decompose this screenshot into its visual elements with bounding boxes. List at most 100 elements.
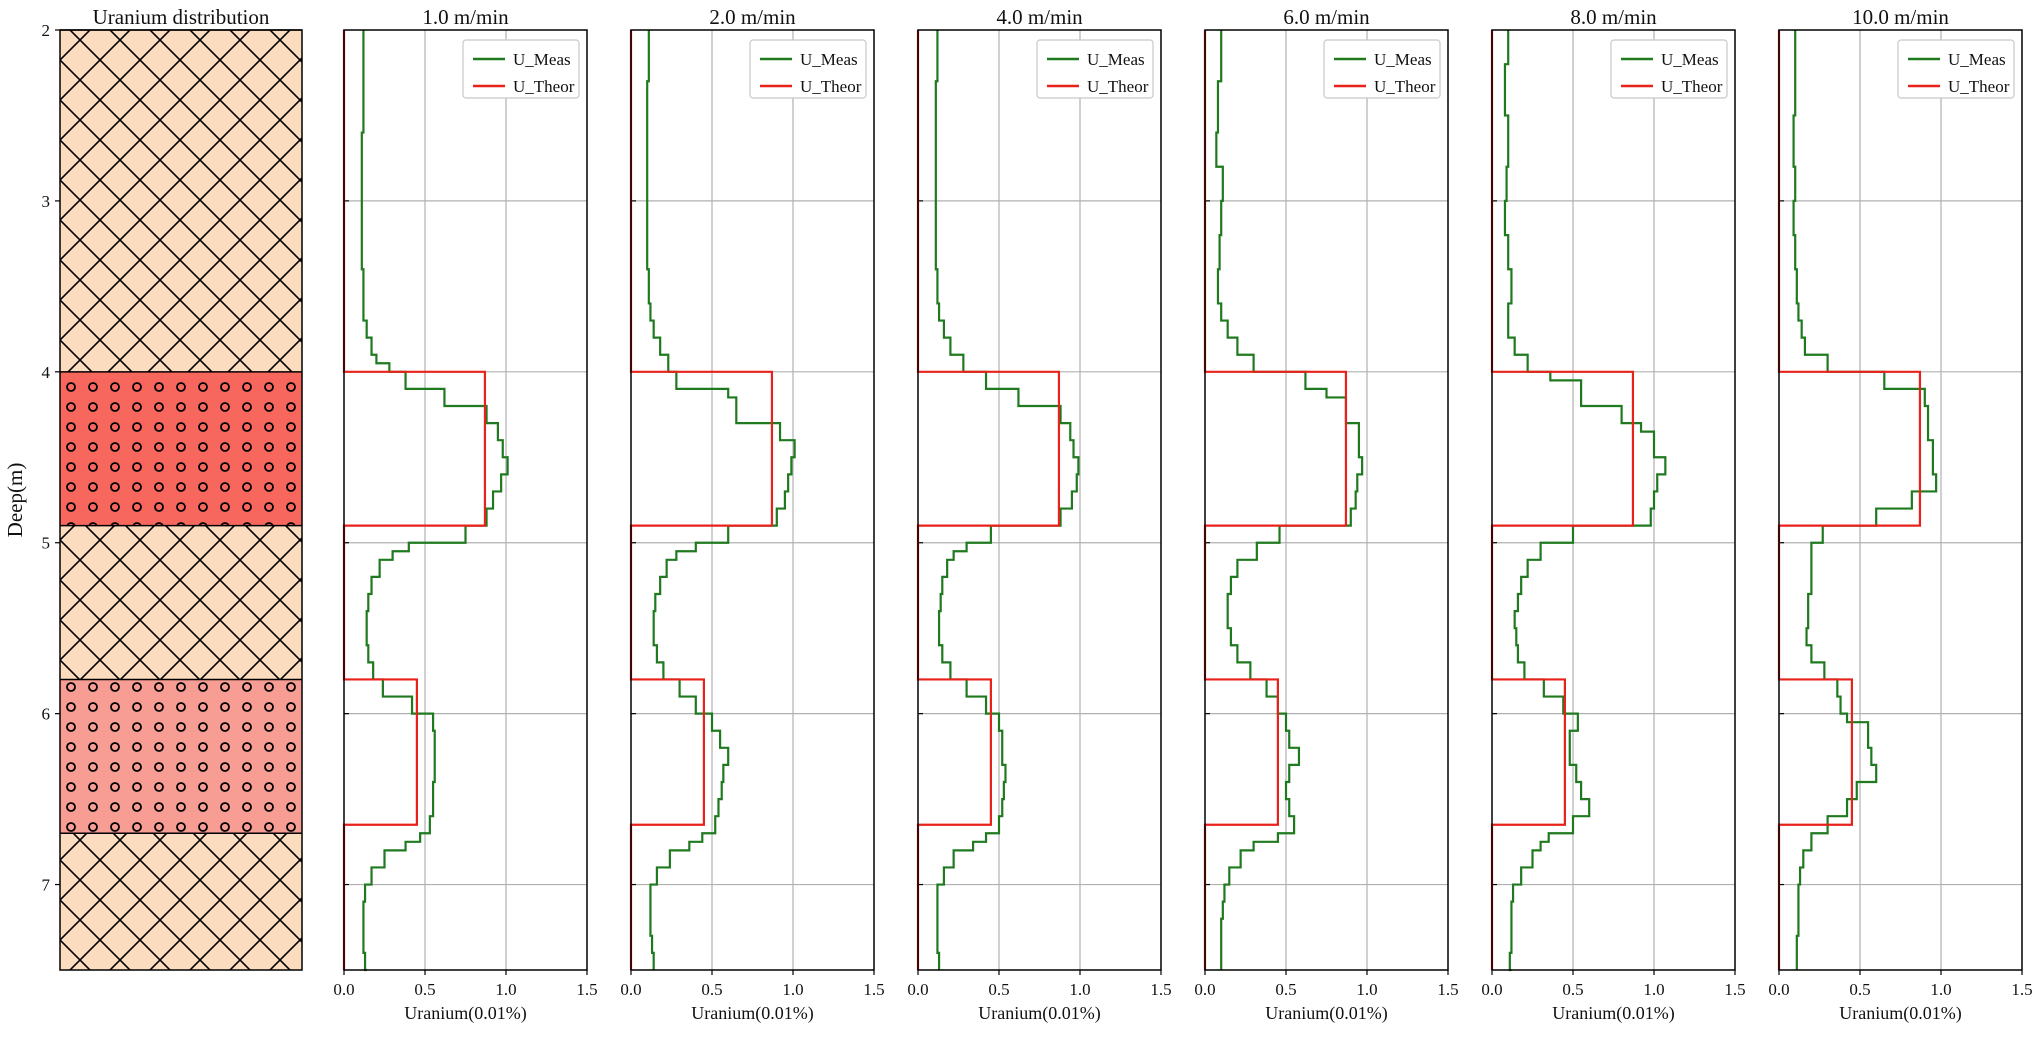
x-tick-label: 1.5 bbox=[1150, 980, 1171, 999]
x-axis-label: Uranium(0.01%) bbox=[978, 1003, 1100, 1024]
legend-box bbox=[749, 39, 867, 99]
panel-5: 0.0 0.5 1.0 1.5 Uranium(0.01%) 8.0 m/min U_Mea… bbox=[1481, 5, 1745, 1024]
legend-label: U_Theor bbox=[513, 77, 575, 96]
x-axis-label: Uranium(0.01%) bbox=[1552, 1003, 1674, 1024]
x-tick-label: 1.5 bbox=[576, 980, 597, 999]
x-tick-label: 1.0 bbox=[1930, 980, 1951, 999]
panel-frame bbox=[1491, 29, 1736, 971]
legend-label: U_Theor bbox=[1948, 77, 2010, 96]
series-line-u-meas bbox=[1503, 30, 1667, 972]
x-tick-label: 0.5 bbox=[414, 980, 435, 999]
panel-frame bbox=[630, 29, 875, 971]
x-axis-label: Uranium(0.01%) bbox=[404, 1003, 526, 1024]
legend: U_Meas U_Theor bbox=[1610, 39, 1728, 99]
y-tick-label: 2 bbox=[42, 21, 51, 40]
x-tick-label: 0.0 bbox=[1768, 980, 1789, 999]
legend: U_Meas U_Theor bbox=[1036, 39, 1154, 99]
panel-title: 2.0 m/min bbox=[709, 5, 796, 29]
x-tick-label: 1.0 bbox=[1356, 980, 1377, 999]
x-axis-label: Uranium(0.01%) bbox=[1265, 1003, 1387, 1024]
x-tick-label: 0.5 bbox=[701, 980, 722, 999]
x-axis-label: Uranium(0.01%) bbox=[1839, 1003, 1961, 1024]
strata-layer-pattern-2 bbox=[60, 525, 302, 680]
x-tick-label: 0.5 bbox=[1275, 980, 1296, 999]
legend-label: U_Theor bbox=[800, 77, 862, 96]
series-line-u-theor bbox=[629, 30, 774, 970]
y-axis-label: Deep(m) bbox=[3, 463, 27, 538]
series-line-u-meas bbox=[1215, 30, 1364, 970]
strata-layer-pattern-4 bbox=[60, 833, 302, 970]
series-line-u-theor bbox=[916, 30, 1061, 970]
legend-box bbox=[1036, 39, 1154, 99]
panel-4: 0.0 0.5 1.0 1.5 Uranium(0.01%) 6.0 m/min U_Mea… bbox=[1194, 5, 1458, 1024]
legend-label: U_Meas bbox=[1661, 50, 1719, 69]
legend-box bbox=[1610, 39, 1728, 99]
x-tick-label: 0.5 bbox=[1562, 980, 1583, 999]
legend: U_Meas U_Theor bbox=[462, 39, 580, 99]
series-line-u-theor bbox=[342, 30, 487, 970]
panel-frame bbox=[343, 29, 588, 971]
strata-title: Uranium distribution bbox=[93, 5, 270, 29]
x-tick-label: 1.0 bbox=[495, 980, 516, 999]
panel-frame bbox=[1204, 29, 1449, 971]
y-tick-label: 5 bbox=[42, 534, 51, 553]
strata-frame bbox=[59, 29, 303, 971]
panel-title: 6.0 m/min bbox=[1283, 5, 1370, 29]
strata-layer-pattern-3 bbox=[60, 679, 302, 834]
series-line-u-meas bbox=[1792, 30, 1938, 970]
x-tick-label: 1.0 bbox=[1069, 980, 1090, 999]
panel-1: 0.0 0.5 1.0 1.5 Uranium(0.01%) 1.0 m/min U_Mea… bbox=[333, 5, 597, 1024]
panel-3: 0.0 0.5 1.0 1.5 Uranium(0.01%) 4.0 m/min U_Mea… bbox=[907, 5, 1171, 1024]
y-tick-label: 4 bbox=[42, 363, 51, 382]
x-tick-label: 0.0 bbox=[333, 980, 354, 999]
strata-layer-pattern-0 bbox=[60, 30, 302, 372]
panel-title: 10.0 m/min bbox=[1852, 5, 1949, 29]
strata-layer-pattern-1 bbox=[60, 371, 302, 526]
x-tick-label: 1.5 bbox=[1724, 980, 1745, 999]
x-tick-label: 0.0 bbox=[907, 980, 928, 999]
x-tick-label: 0.0 bbox=[1194, 980, 1215, 999]
legend-label: U_Meas bbox=[1948, 50, 2006, 69]
y-tick-label: 3 bbox=[42, 192, 51, 211]
y-tick-label: 6 bbox=[42, 705, 51, 724]
plot-panels: 0.0 0.5 1.0 1.5 Uranium(0.01%) 1.0 m/min U_Mea… bbox=[333, 5, 2032, 1024]
series-line-u-meas bbox=[934, 30, 1080, 970]
y-tick-label: 7 bbox=[42, 876, 51, 895]
x-tick-label: 1.5 bbox=[2011, 980, 2032, 999]
series-line-u-theor bbox=[1490, 30, 1635, 970]
panel-title: 1.0 m/min bbox=[422, 5, 509, 29]
x-tick-label: 1.5 bbox=[1437, 980, 1458, 999]
x-tick-label: 0.0 bbox=[1481, 980, 1502, 999]
x-tick-label: 1.0 bbox=[1643, 980, 1664, 999]
panel-title: 4.0 m/min bbox=[996, 5, 1083, 29]
panel-6: 0.0 0.5 1.0 1.5 Uranium(0.01%) 10.0 m/min U_Me… bbox=[1768, 5, 2032, 1024]
legend-label: U_Meas bbox=[1374, 50, 1432, 69]
legend-label: U_Meas bbox=[800, 50, 858, 69]
series-line-u-theor bbox=[1203, 30, 1348, 970]
panel-frame bbox=[1778, 29, 2023, 971]
x-axis-label: Uranium(0.01%) bbox=[691, 1003, 813, 1024]
panel-frame bbox=[917, 29, 1162, 971]
x-tick-label: 1.0 bbox=[782, 980, 803, 999]
legend: U_Meas U_Theor bbox=[749, 39, 867, 99]
legend-box bbox=[462, 39, 580, 99]
legend-box bbox=[1323, 39, 1441, 99]
series-line-u-meas bbox=[646, 30, 796, 970]
legend-label: U_Theor bbox=[1374, 77, 1436, 96]
legend: U_Meas U_Theor bbox=[1323, 39, 1441, 99]
x-tick-label: 0.5 bbox=[988, 980, 1009, 999]
series-line-u-meas bbox=[360, 30, 509, 972]
legend-label: U_Meas bbox=[513, 50, 571, 69]
panel-title: 8.0 m/min bbox=[1570, 5, 1657, 29]
legend-label: U_Theor bbox=[1087, 77, 1149, 96]
legend-label: U_Meas bbox=[1087, 50, 1145, 69]
panel-2: 0.0 0.5 1.0 1.5 Uranium(0.01%) 2.0 m/min U_Mea… bbox=[620, 5, 884, 1024]
x-tick-label: 0.0 bbox=[620, 980, 641, 999]
legend-box bbox=[1897, 39, 2015, 99]
legend: U_Meas U_Theor bbox=[1897, 39, 2015, 99]
legend-label: U_Theor bbox=[1661, 77, 1723, 96]
strata-panel: Uranium distribution Deep(m) 2 3 4 5 6 7 bbox=[3, 5, 303, 971]
x-tick-label: 1.5 bbox=[863, 980, 884, 999]
x-tick-label: 0.5 bbox=[1849, 980, 1870, 999]
